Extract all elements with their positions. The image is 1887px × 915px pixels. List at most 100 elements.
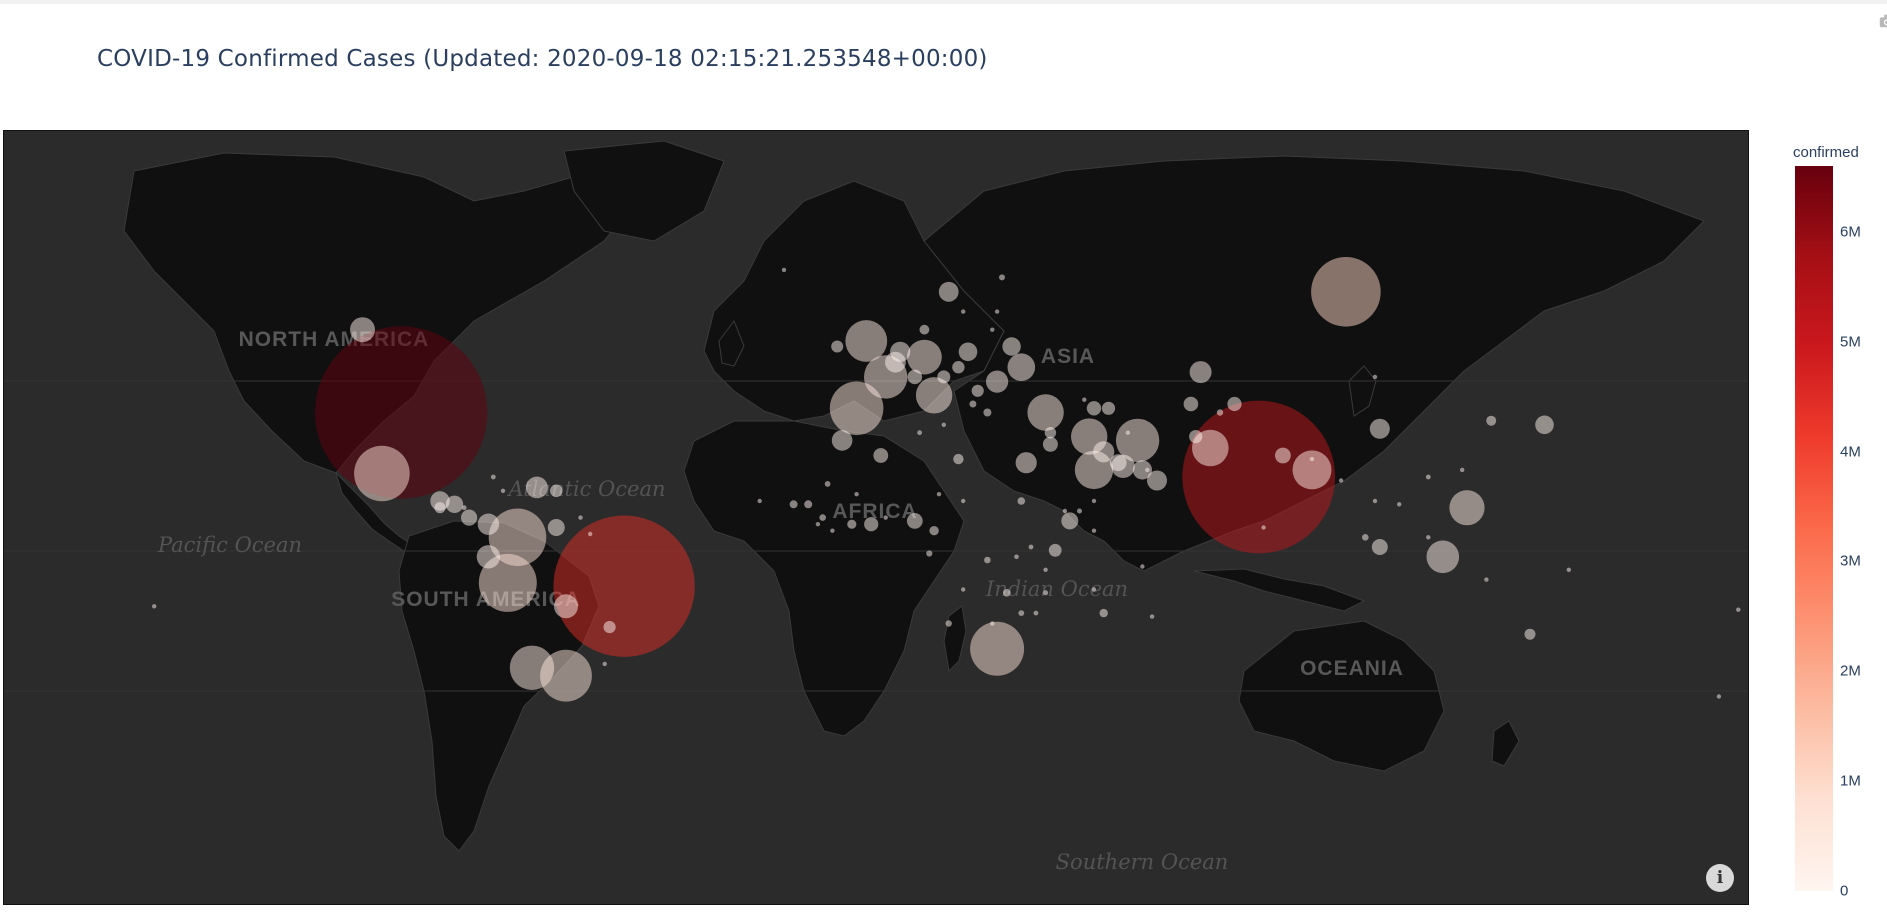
country-bubble[interactable] bbox=[445, 495, 464, 513]
country-bubble[interactable] bbox=[1062, 508, 1068, 514]
country-bubble[interactable] bbox=[1338, 478, 1344, 483]
country-bubble[interactable] bbox=[1425, 474, 1431, 480]
country-bubble[interactable] bbox=[883, 515, 888, 520]
country-bubble[interactable] bbox=[1014, 554, 1019, 560]
country-bubble[interactable] bbox=[1372, 498, 1378, 504]
country-bubble[interactable] bbox=[1449, 490, 1485, 526]
country-bubble[interactable] bbox=[926, 550, 933, 557]
country-bubble[interactable] bbox=[781, 267, 787, 273]
attribution-info-button[interactable]: i bbox=[1706, 864, 1734, 892]
country-bubble[interactable] bbox=[1099, 608, 1108, 618]
country-bubble[interactable] bbox=[1183, 396, 1199, 412]
country-bubble[interactable] bbox=[873, 448, 889, 463]
country-bubble[interactable] bbox=[971, 384, 984, 397]
country-bubble[interactable] bbox=[1091, 498, 1097, 504]
country-bubble[interactable] bbox=[488, 508, 547, 567]
country-bubble[interactable] bbox=[1716, 694, 1722, 699]
country-bubble[interactable] bbox=[1140, 564, 1145, 569]
country-bubble[interactable] bbox=[915, 377, 953, 414]
country-bubble[interactable] bbox=[1044, 427, 1057, 439]
country-bubble[interactable] bbox=[1292, 450, 1332, 490]
country-bubble[interactable] bbox=[970, 621, 1025, 676]
map-panel[interactable]: Pacific Ocean Atlantic Ocean Indian Ocea… bbox=[3, 130, 1749, 905]
country-bubble[interactable] bbox=[578, 515, 583, 520]
country-bubble[interactable] bbox=[1018, 610, 1025, 616]
country-bubble[interactable] bbox=[1015, 452, 1037, 474]
country-bubble[interactable] bbox=[890, 341, 911, 362]
country-bubble[interactable] bbox=[1216, 409, 1224, 416]
country-bubble[interactable] bbox=[1189, 430, 1203, 444]
country-bubble[interactable] bbox=[547, 519, 565, 536]
country-bubble[interactable] bbox=[984, 556, 991, 564]
country-bubble[interactable] bbox=[1426, 540, 1460, 574]
country-bubble[interactable] bbox=[1227, 396, 1242, 412]
country-bubble[interactable] bbox=[461, 509, 478, 526]
country-bubble[interactable] bbox=[1077, 508, 1082, 514]
country-bubble[interactable] bbox=[1261, 525, 1266, 530]
country-bubble[interactable] bbox=[983, 408, 992, 417]
country-bubble[interactable] bbox=[554, 594, 578, 619]
country-bubble[interactable] bbox=[1145, 467, 1150, 473]
country-bubble[interactable] bbox=[937, 370, 951, 384]
country-bubble[interactable] bbox=[1048, 543, 1062, 557]
country-bubble[interactable] bbox=[969, 400, 977, 408]
country-bubble[interactable] bbox=[830, 528, 835, 533]
country-bubble[interactable] bbox=[1028, 544, 1034, 550]
country-bubble[interactable] bbox=[1189, 361, 1212, 384]
country-bubble[interactable] bbox=[907, 339, 942, 375]
country-bubble[interactable] bbox=[490, 474, 496, 480]
country-bubble[interactable] bbox=[958, 342, 978, 362]
country-bubble[interactable] bbox=[1003, 589, 1011, 597]
country-bubble[interactable] bbox=[953, 453, 964, 465]
country-bubble[interactable] bbox=[1132, 460, 1152, 480]
country-bubble[interactable] bbox=[907, 369, 923, 385]
country-bubble[interactable] bbox=[1484, 577, 1489, 582]
country-bubble[interactable] bbox=[831, 430, 853, 451]
country-bubble[interactable] bbox=[152, 604, 157, 609]
country-bubble[interactable] bbox=[1082, 397, 1087, 402]
country-bubble[interactable] bbox=[476, 545, 501, 569]
country-bubble[interactable] bbox=[1372, 374, 1378, 380]
country-bubble[interactable] bbox=[1042, 436, 1058, 452]
country-bubble[interactable] bbox=[1002, 337, 1021, 356]
country-bubble[interactable] bbox=[1369, 418, 1390, 439]
country-bubble[interactable] bbox=[1093, 441, 1115, 463]
country-bubble[interactable] bbox=[1043, 567, 1048, 572]
country-bubble[interactable] bbox=[1017, 497, 1026, 505]
country-bubble[interactable] bbox=[509, 645, 555, 690]
country-bubble[interactable] bbox=[845, 320, 888, 362]
country-bubble[interactable] bbox=[994, 309, 1000, 314]
country-bubble[interactable] bbox=[603, 621, 616, 634]
country-bubble[interactable] bbox=[819, 514, 826, 521]
country-bubble[interactable] bbox=[1101, 401, 1116, 415]
country-bubble[interactable] bbox=[1426, 535, 1431, 540]
country-bubble[interactable] bbox=[588, 531, 593, 537]
country-bubble[interactable] bbox=[1149, 614, 1155, 619]
country-bubble[interactable] bbox=[1524, 628, 1536, 640]
country-bubble[interactable] bbox=[553, 515, 695, 657]
country-bubble[interactable] bbox=[854, 492, 859, 497]
country-bubble[interactable] bbox=[1275, 447, 1291, 464]
country-bubble[interactable] bbox=[1115, 418, 1160, 463]
country-bubble[interactable] bbox=[831, 340, 844, 353]
country-bubble[interactable] bbox=[1309, 456, 1315, 462]
country-bubble[interactable] bbox=[1007, 353, 1036, 381]
country-bubble[interactable] bbox=[1125, 430, 1131, 435]
country-bubble[interactable] bbox=[1061, 512, 1079, 530]
country-bubble[interactable] bbox=[1486, 415, 1497, 426]
country-bubble[interactable] bbox=[961, 587, 966, 592]
country-bubble[interactable] bbox=[1086, 401, 1102, 416]
country-bubble[interactable] bbox=[315, 326, 488, 499]
country-bubble[interactable] bbox=[945, 620, 952, 627]
country-bubble[interactable] bbox=[477, 513, 500, 535]
country-bubble[interactable] bbox=[1397, 502, 1402, 507]
country-bubble[interactable] bbox=[757, 498, 762, 504]
country-bubble[interactable] bbox=[986, 370, 1009, 393]
country-bubble[interactable] bbox=[1091, 587, 1097, 592]
country-bubble[interactable] bbox=[526, 476, 548, 499]
country-bubble[interactable] bbox=[941, 422, 946, 427]
country-bubble[interactable] bbox=[789, 500, 798, 509]
country-bubble[interactable] bbox=[824, 481, 831, 487]
country-bubble[interactable] bbox=[354, 445, 410, 502]
country-bubble[interactable] bbox=[919, 324, 930, 335]
